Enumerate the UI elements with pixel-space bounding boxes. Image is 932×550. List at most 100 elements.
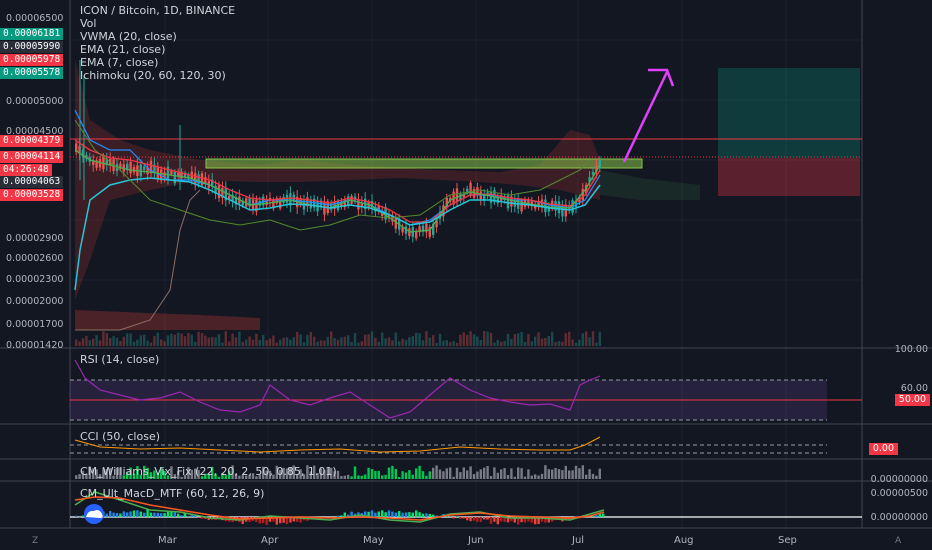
vix-bar [268, 470, 272, 479]
volume-bar [472, 334, 476, 346]
vix-bar [200, 476, 204, 479]
volume-bar [122, 336, 125, 346]
vix-bar [564, 465, 567, 479]
price-tick: 0.00002000 [6, 296, 64, 307]
candle-body [527, 200, 530, 206]
vix-bar [146, 467, 149, 479]
candle-body [564, 204, 567, 217]
candle-body [459, 193, 462, 201]
volume-bar [360, 341, 363, 346]
volume-bar [187, 332, 190, 346]
legend-ichimoku[interactable]: Ichimoku (20, 60, 120, 30) [80, 69, 226, 82]
chart-legend: ICON / Bitcoin, 1D, BINANCE Vol VWMA (20… [80, 4, 235, 82]
macd-bar [370, 510, 374, 517]
volume-bar [299, 334, 302, 346]
arrow-annotation [622, 68, 675, 163]
vix-bar [540, 473, 544, 479]
candle-body [183, 172, 187, 178]
volume-bar [547, 336, 550, 346]
rsi-title[interactable]: RSI (14, close) [80, 353, 160, 366]
volume-bar [483, 331, 486, 346]
candle-body [156, 166, 159, 179]
month-label: Jul [572, 535, 585, 546]
vix-bar [132, 473, 136, 479]
vix-bar [163, 470, 166, 479]
vix-bar [241, 475, 244, 479]
vix-bar [316, 473, 319, 479]
macd-bar [183, 513, 187, 517]
vix-bar [272, 474, 275, 479]
candle-body [126, 163, 129, 171]
volume-bar [486, 331, 489, 346]
vix-bar [255, 476, 258, 479]
volume-bar [523, 341, 527, 346]
cci-title[interactable]: CCI (50, close) [80, 430, 161, 443]
volume-bar [224, 331, 227, 346]
macd-bar [149, 512, 153, 517]
volume-bar [92, 338, 95, 346]
rsi-tick-60: 60.00 [900, 383, 928, 394]
vix-fix-title[interactable]: CM_Williams_Vix_Fix (22, 20, 2, 50, 0.85… [80, 465, 337, 478]
vix-bar [265, 470, 268, 479]
rsi-value-tag: 50.00 [894, 394, 930, 406]
vix-bar [387, 467, 391, 479]
candle-body [211, 179, 214, 187]
zoom-toggle-left[interactable]: Z [32, 536, 39, 546]
volume-bar [377, 341, 380, 346]
volume-bar [200, 333, 204, 346]
macd-bar [146, 509, 149, 517]
auto-scale-toggle[interactable]: A [895, 536, 902, 546]
vix-bar [234, 473, 238, 479]
volume-bar [445, 340, 448, 346]
vix-bar [78, 474, 81, 479]
candle-body [462, 194, 465, 198]
macd-bar [200, 517, 204, 519]
vix-bar [248, 474, 251, 479]
macd-bar [459, 517, 462, 519]
vix-bar [180, 476, 183, 479]
candle-body [224, 187, 227, 201]
macd-title[interactable]: CM_Ult_MacD_MTF (60, 12, 26, 9) [80, 487, 265, 500]
macd-bar [122, 511, 125, 517]
legend-vol[interactable]: Vol [80, 17, 97, 30]
candle-body [591, 172, 595, 176]
candle-body [520, 200, 523, 212]
price-tick: 0.00004500 [6, 126, 64, 137]
volume-bar [177, 332, 180, 346]
macd-bar [452, 517, 455, 519]
macd-bar [432, 514, 435, 517]
volume-bar [129, 333, 132, 346]
volume-bar [333, 337, 336, 346]
volume-bar [279, 339, 282, 346]
macd-bar [445, 515, 448, 517]
legend-vwma[interactable]: VWMA (20, close) [80, 30, 177, 43]
candle-body [132, 167, 136, 173]
price-tick: 0.00005000 [6, 96, 64, 107]
volume-bar [336, 340, 340, 346]
macd-bar [163, 513, 166, 517]
vix-bar [428, 471, 431, 479]
legend-ema7[interactable]: EMA (7, close) [80, 56, 159, 69]
legend-ema21[interactable]: EMA (21, close) [80, 43, 166, 56]
macd-bar [527, 517, 530, 522]
candle-body [153, 164, 156, 173]
vix-bar [170, 466, 173, 479]
vix-bar [557, 469, 561, 479]
ichimoku-lagging-line [74, 119, 591, 231]
volume-bar [146, 340, 149, 346]
volume-bar [510, 338, 513, 346]
macd-bar [466, 517, 469, 521]
candle-body [489, 192, 493, 203]
vix-bar [578, 468, 581, 479]
candle-body [204, 177, 207, 184]
volume-bar [268, 338, 272, 346]
vix-bar [136, 466, 139, 479]
candle-body [330, 203, 333, 210]
volume-bar [183, 336, 187, 346]
macd-bar [377, 511, 380, 517]
macd-bar [115, 513, 119, 517]
macd-bar [292, 517, 295, 522]
vix-bar [595, 475, 598, 479]
candle-body [377, 205, 380, 212]
